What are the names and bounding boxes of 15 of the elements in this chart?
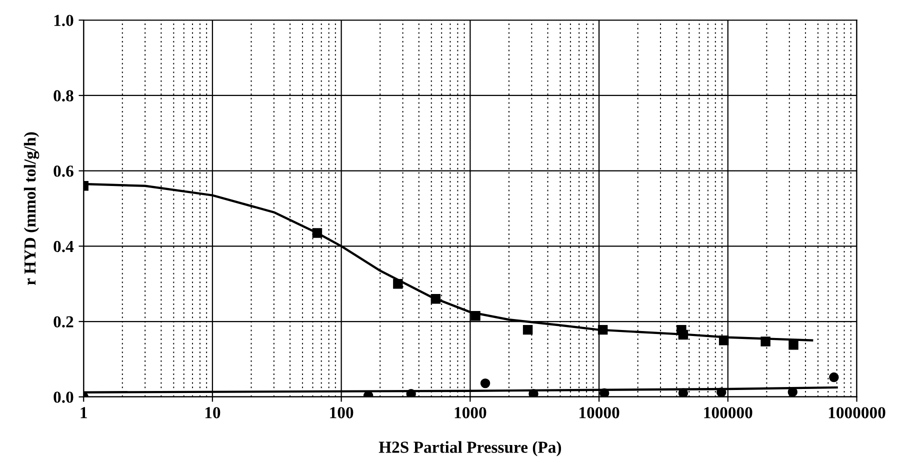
x-tick-label: 100 <box>330 407 354 418</box>
x-tick-label: 1000 <box>454 407 486 418</box>
x-tick-label: 10000 <box>580 407 620 418</box>
y-tick-label: 0.2 <box>54 316 74 328</box>
y-axis-title: r HYD (mmol tol/g/h) <box>24 132 40 285</box>
x-tick-label: 1000000 <box>828 407 886 418</box>
x-tick-label: 10 <box>205 407 220 418</box>
x-tick-label: 1 <box>80 407 87 418</box>
x-axis-title: H2S Partial Pressure (Pa) <box>378 441 562 456</box>
y-tick-label: 0.0 <box>54 392 74 403</box>
x-tick-label: 100000 <box>704 407 752 418</box>
y-tick-label: 1.0 <box>54 14 74 26</box>
y-tick-label: 0.8 <box>54 90 74 102</box>
y-tick-label: 0.6 <box>54 166 74 177</box>
y-tick-label: 0.4 <box>54 240 74 252</box>
